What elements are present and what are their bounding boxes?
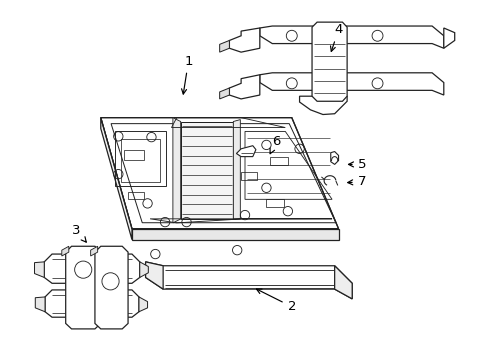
Polygon shape: [95, 246, 128, 329]
Polygon shape: [335, 266, 352, 299]
Text: 7: 7: [348, 175, 366, 188]
Polygon shape: [229, 75, 260, 99]
Text: 1: 1: [182, 55, 193, 94]
Text: 4: 4: [331, 23, 343, 51]
Polygon shape: [62, 246, 69, 256]
Polygon shape: [34, 262, 44, 278]
Polygon shape: [260, 73, 444, 95]
Text: 3: 3: [73, 224, 86, 242]
Polygon shape: [229, 28, 260, 52]
Polygon shape: [444, 28, 455, 48]
Polygon shape: [101, 118, 339, 229]
Polygon shape: [181, 122, 233, 219]
Text: 6: 6: [270, 135, 280, 154]
Polygon shape: [331, 152, 339, 165]
Polygon shape: [173, 118, 181, 223]
Polygon shape: [140, 262, 148, 278]
Text: 2: 2: [256, 289, 296, 313]
Polygon shape: [35, 297, 45, 312]
Polygon shape: [146, 262, 163, 289]
Polygon shape: [101, 118, 132, 240]
Polygon shape: [299, 96, 347, 114]
Polygon shape: [139, 297, 147, 312]
Polygon shape: [312, 22, 347, 101]
Polygon shape: [233, 120, 240, 219]
Text: 5: 5: [348, 158, 366, 171]
Polygon shape: [220, 40, 229, 52]
Polygon shape: [66, 246, 101, 329]
Polygon shape: [220, 88, 229, 99]
Polygon shape: [45, 290, 139, 317]
Polygon shape: [260, 26, 444, 48]
Polygon shape: [132, 229, 339, 240]
Polygon shape: [44, 254, 140, 283]
Polygon shape: [236, 146, 256, 157]
Polygon shape: [146, 262, 352, 299]
Polygon shape: [91, 246, 98, 256]
